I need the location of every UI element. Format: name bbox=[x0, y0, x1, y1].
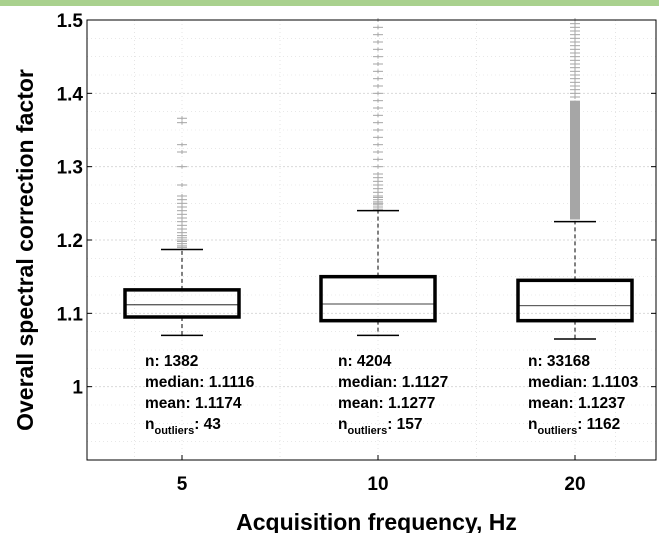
stat-outliers-count: noutliers: 1162 bbox=[528, 416, 620, 437]
stat-outliers-count: noutliers: 157 bbox=[338, 416, 423, 437]
box-iqr bbox=[319, 274, 437, 323]
box-iqr bbox=[516, 278, 634, 323]
x-tick-label: 10 bbox=[367, 474, 388, 495]
top-banner bbox=[0, 0, 659, 6]
box-iqr bbox=[123, 288, 241, 319]
stat-line: mean: 1.1237 bbox=[528, 395, 625, 412]
y-tick-labels: 1 1.1 1.2 1.3 1.4 1.5 bbox=[57, 11, 656, 399]
y-tick-label: 1.2 bbox=[57, 231, 83, 252]
y-tick-label: 1 bbox=[72, 378, 83, 399]
stat-line: n: 33168 bbox=[528, 353, 590, 370]
stats-annotations: n: 1382 median: 1.1116 mean: 1.1174 noutlie… bbox=[145, 353, 639, 437]
stat-line: n: 1382 bbox=[145, 353, 198, 370]
stat-line: mean: 1.1174 bbox=[145, 395, 242, 412]
stat-line: median: 1.1103 bbox=[528, 374, 639, 391]
y-tick-label: 1.1 bbox=[57, 304, 84, 325]
stat-outliers-count: noutliers: 43 bbox=[145, 416, 221, 437]
y-tick-label: 1.4 bbox=[57, 84, 84, 105]
outliers bbox=[177, 18, 580, 250]
stat-line: n: 4204 bbox=[338, 353, 392, 370]
y-tick-label: 1.5 bbox=[57, 11, 84, 32]
stat-line: median: 1.1127 bbox=[338, 374, 448, 391]
x-axis-title: Acquisition frequency, Hz bbox=[236, 509, 517, 533]
x-tick-labels: 5 10 20 bbox=[177, 455, 586, 495]
y-tick-label: 1.3 bbox=[57, 158, 83, 179]
outlier-dense-band bbox=[570, 100, 580, 220]
x-tick-label: 20 bbox=[564, 474, 585, 495]
stat-line: mean: 1.1277 bbox=[338, 395, 435, 412]
y-axis-title: Overall spectral correction factor bbox=[12, 69, 38, 431]
boxes bbox=[123, 209, 634, 340]
stat-line: median: 1.1116 bbox=[145, 374, 255, 391]
x-tick-label: 5 bbox=[177, 474, 188, 495]
